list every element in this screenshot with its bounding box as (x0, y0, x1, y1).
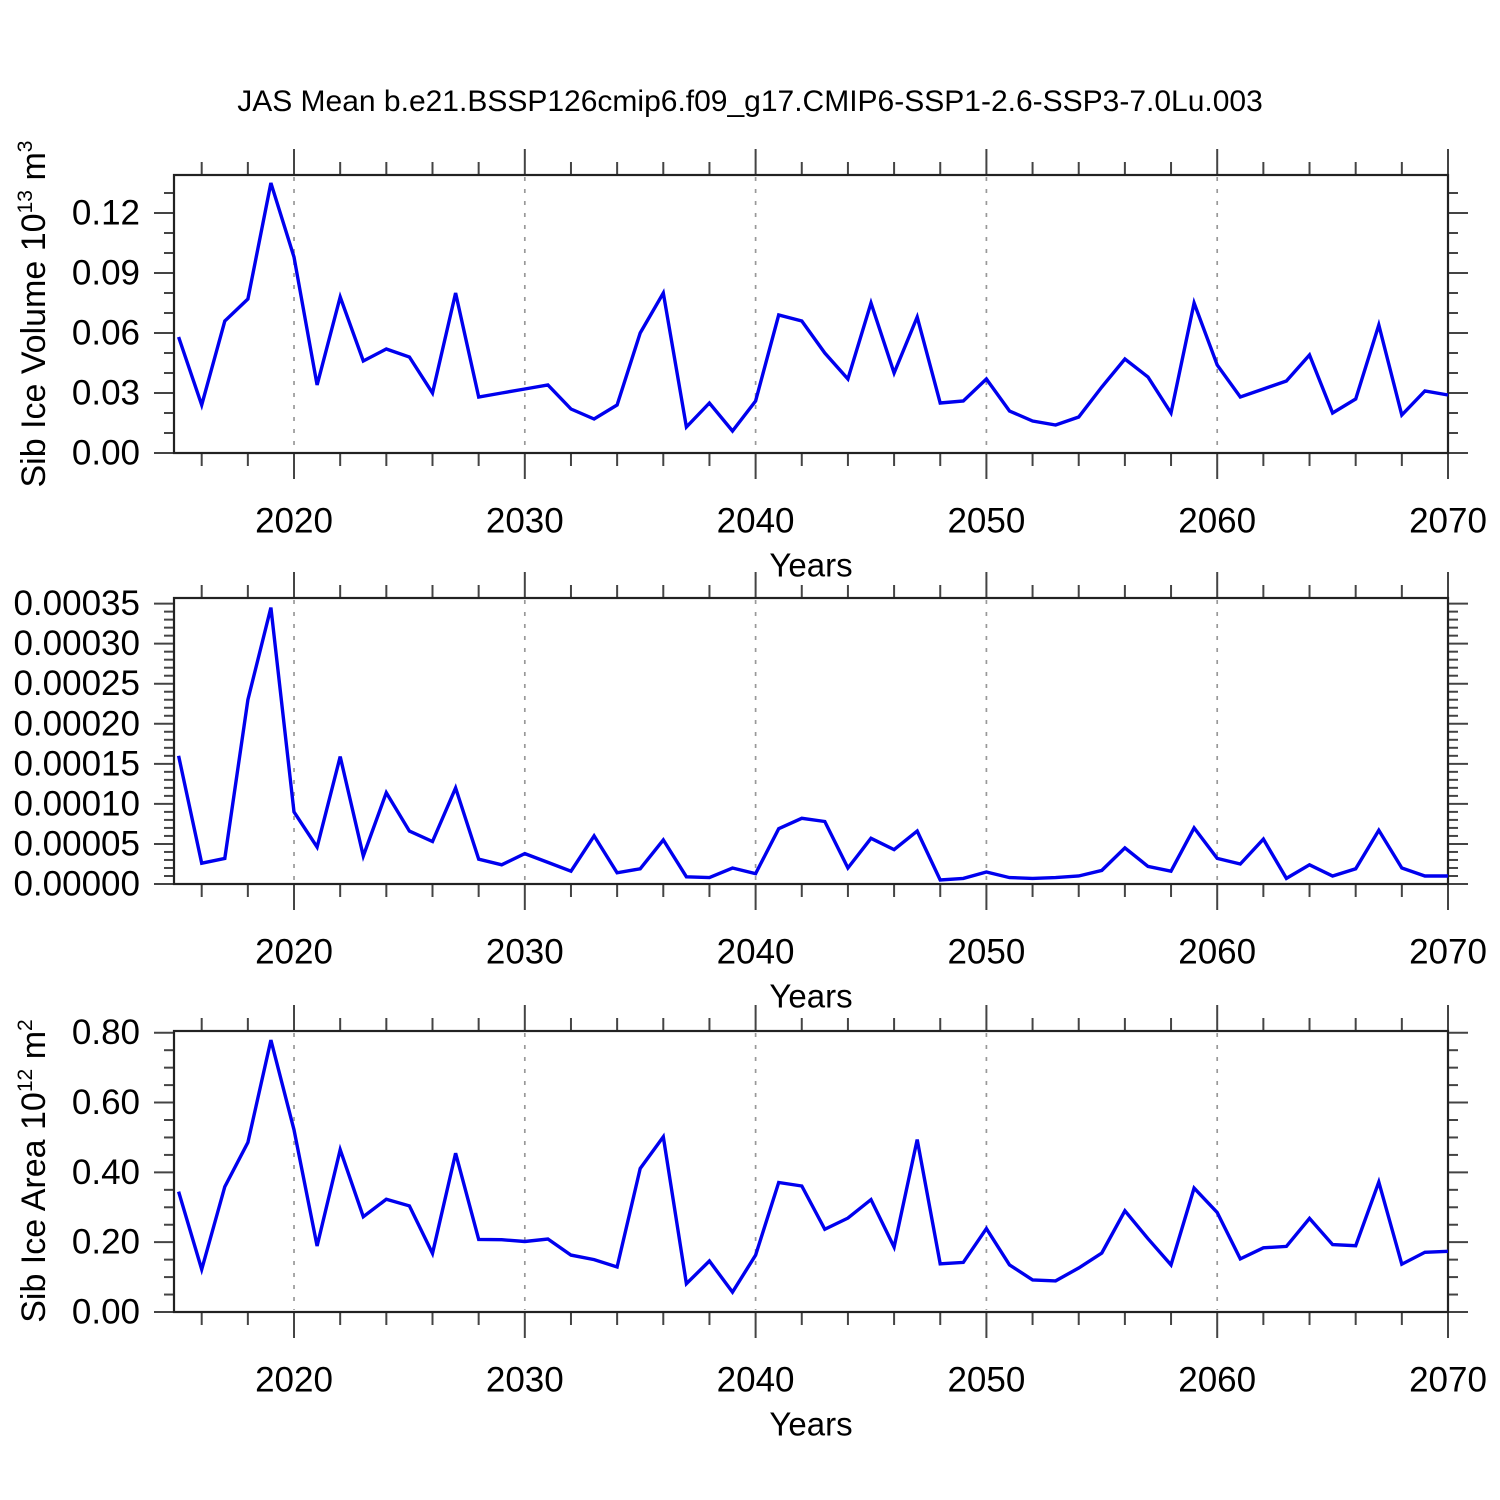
panel-sib-ice-middle-xlabel: Years (769, 978, 852, 1015)
panel-sib-ice-volume-border (172, 173, 1450, 455)
panel-sib-ice-volume-ticks (154, 149, 1468, 479)
svg-text:0.00035: 0.00035 (13, 584, 140, 623)
panel-sib-ice-area-ticks (154, 1005, 1468, 1338)
panel-sib-ice-volume-xtick-labels: 2020 2030 2040 2050 2060 2070 (255, 502, 1487, 541)
panel-sib-ice-middle-ytick-labels: 0.000000.000050.000100.000150.000200.000… (13, 584, 140, 903)
panel-sib-ice-volume-series-line (176, 182, 1449, 434)
panel-sib-ice-area-xlabel: Years (769, 1406, 852, 1443)
svg-text:0.00020: 0.00020 (13, 704, 140, 743)
panel-sib-ice-volume-ytick-labels: 0.00 0.03 0.06 0.09 0.12 (72, 194, 140, 473)
svg-text:2070: 2070 (1409, 933, 1487, 972)
panel-sib-ice-area-border (172, 1029, 1450, 1314)
svg-text:0.00: 0.00 (72, 434, 140, 473)
axis-title-superscript: 2 (14, 1019, 38, 1031)
svg-text:0.40: 0.40 (72, 1153, 140, 1192)
svg-text:2050: 2050 (947, 933, 1025, 972)
panel-sib-ice-middle-xtick-labels: 2020 2030 2040 2050 2060 2070 (255, 933, 1487, 972)
axis-title-text: m (14, 1030, 53, 1069)
svg-text:2060: 2060 (1178, 1361, 1256, 1400)
panel-sib-ice-volume-gridlines (293, 177, 1219, 451)
svg-text:2020: 2020 (255, 1361, 333, 1400)
svg-text:2070: 2070 (1409, 1361, 1487, 1400)
panel-sib-ice-volume-xlabel: Years (769, 547, 852, 584)
svg-text:0.00030: 0.00030 (13, 624, 140, 663)
chart-title: JAS Mean b.e21.BSSP126cmip6.f09_g17.CMIP… (237, 85, 1263, 118)
axis-title-text: Sib Ice Area 10 (14, 1092, 53, 1323)
svg-text:2040: 2040 (717, 1361, 795, 1400)
svg-text:0.00005: 0.00005 (13, 824, 140, 863)
svg-text:2030: 2030 (486, 502, 564, 541)
svg-text:2030: 2030 (486, 1361, 564, 1400)
svg-text:0.80: 0.80 (72, 1013, 140, 1052)
panel-sib-ice-volume: 0.00 0.03 0.06 0.09 0.12 2020 2030 2040 2050 2060… (72, 149, 1487, 584)
axis-title-text: m (14, 152, 53, 190)
panel-sib-ice-area-gridlines (293, 1033, 1219, 1310)
svg-text:0.03: 0.03 (72, 374, 140, 413)
axis-title-superscript: 3 (14, 140, 38, 153)
svg-text:0.00: 0.00 (72, 1293, 140, 1332)
svg-text:0.00015: 0.00015 (13, 744, 140, 783)
panel-sib-ice-middle-border (172, 596, 1450, 886)
panel-sib-ice-area-xtick-labels: 2020 2030 2040 2050 2060 2070 (255, 1361, 1487, 1400)
svg-text:2070: 2070 (1409, 502, 1487, 541)
svg-text:2060: 2060 (1178, 933, 1256, 972)
svg-text:2040: 2040 (717, 933, 795, 972)
panel-sib-ice-area-series-line (176, 1039, 1449, 1296)
svg-text:2050: 2050 (947, 502, 1025, 541)
svg-text:0.60: 0.60 (72, 1083, 140, 1122)
svg-text:0.00000: 0.00000 (13, 865, 140, 904)
svg-text:2050: 2050 (947, 1361, 1025, 1400)
svg-text:0.00010: 0.00010 (13, 784, 140, 823)
svg-text:2060: 2060 (1178, 502, 1256, 541)
svg-text:0.06: 0.06 (72, 314, 140, 353)
panel-sib-ice-area-ytick-labels: 0.00 0.20 0.40 0.60 0.80 (72, 1013, 140, 1331)
area-y-axis-title: Sib Ice Area 1012 m2 (14, 1019, 54, 1323)
axis-title-superscript: 13 (14, 190, 38, 214)
volume-y-axis-title: Sib Ice Volume 1013 m3 (14, 140, 54, 487)
svg-text:2020: 2020 (255, 933, 333, 972)
svg-text:2040: 2040 (717, 502, 795, 541)
svg-text:2020: 2020 (255, 502, 333, 541)
panel-sib-ice-middle: 0.000000.000050.000100.000150.000200.000… (13, 572, 1487, 1015)
svg-text:2030: 2030 (486, 933, 564, 972)
axis-title-text: Sib Ice Volume 10 (14, 213, 53, 488)
svg-text:0.12: 0.12 (72, 194, 140, 233)
svg-text:0.00025: 0.00025 (13, 664, 140, 703)
panel-sib-ice-middle-ticks (154, 572, 1468, 910)
svg-text:0.09: 0.09 (72, 254, 140, 293)
panel-sib-ice-area: 0.00 0.20 0.40 0.60 0.80 2020 2030 2040 2050 2060… (72, 1005, 1487, 1443)
axis-title-superscript: 12 (14, 1068, 38, 1093)
svg-text:0.20: 0.20 (72, 1223, 140, 1262)
panel-sib-ice-middle-series-line (176, 607, 1448, 882)
